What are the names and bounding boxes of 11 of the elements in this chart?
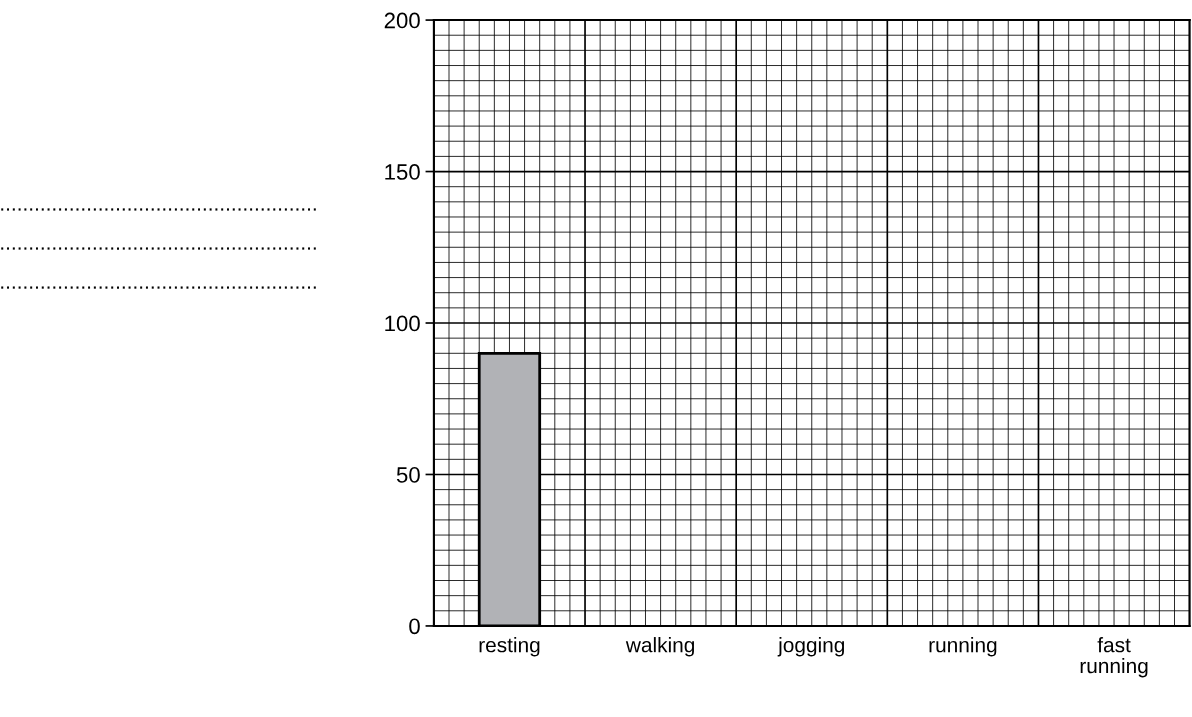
y-tick-label: 50 [396, 467, 420, 483]
x-tick-label: running [929, 637, 997, 657]
text: ....................................................... ....................................................... ....................................................... [1, 208, 316, 289]
y-tick-label: 150 [385, 164, 420, 180]
x-tick-label: fast running [1080, 637, 1148, 678]
x-tick-label: resting [479, 637, 540, 657]
y-tick-label: 0 [409, 618, 420, 635]
x-tick-label: walking [625, 637, 694, 657]
y-tick-label: 200 [384, 12, 420, 29]
y-tick-label: 100 [385, 315, 420, 332]
x-tick-label: jogging [777, 637, 845, 657]
